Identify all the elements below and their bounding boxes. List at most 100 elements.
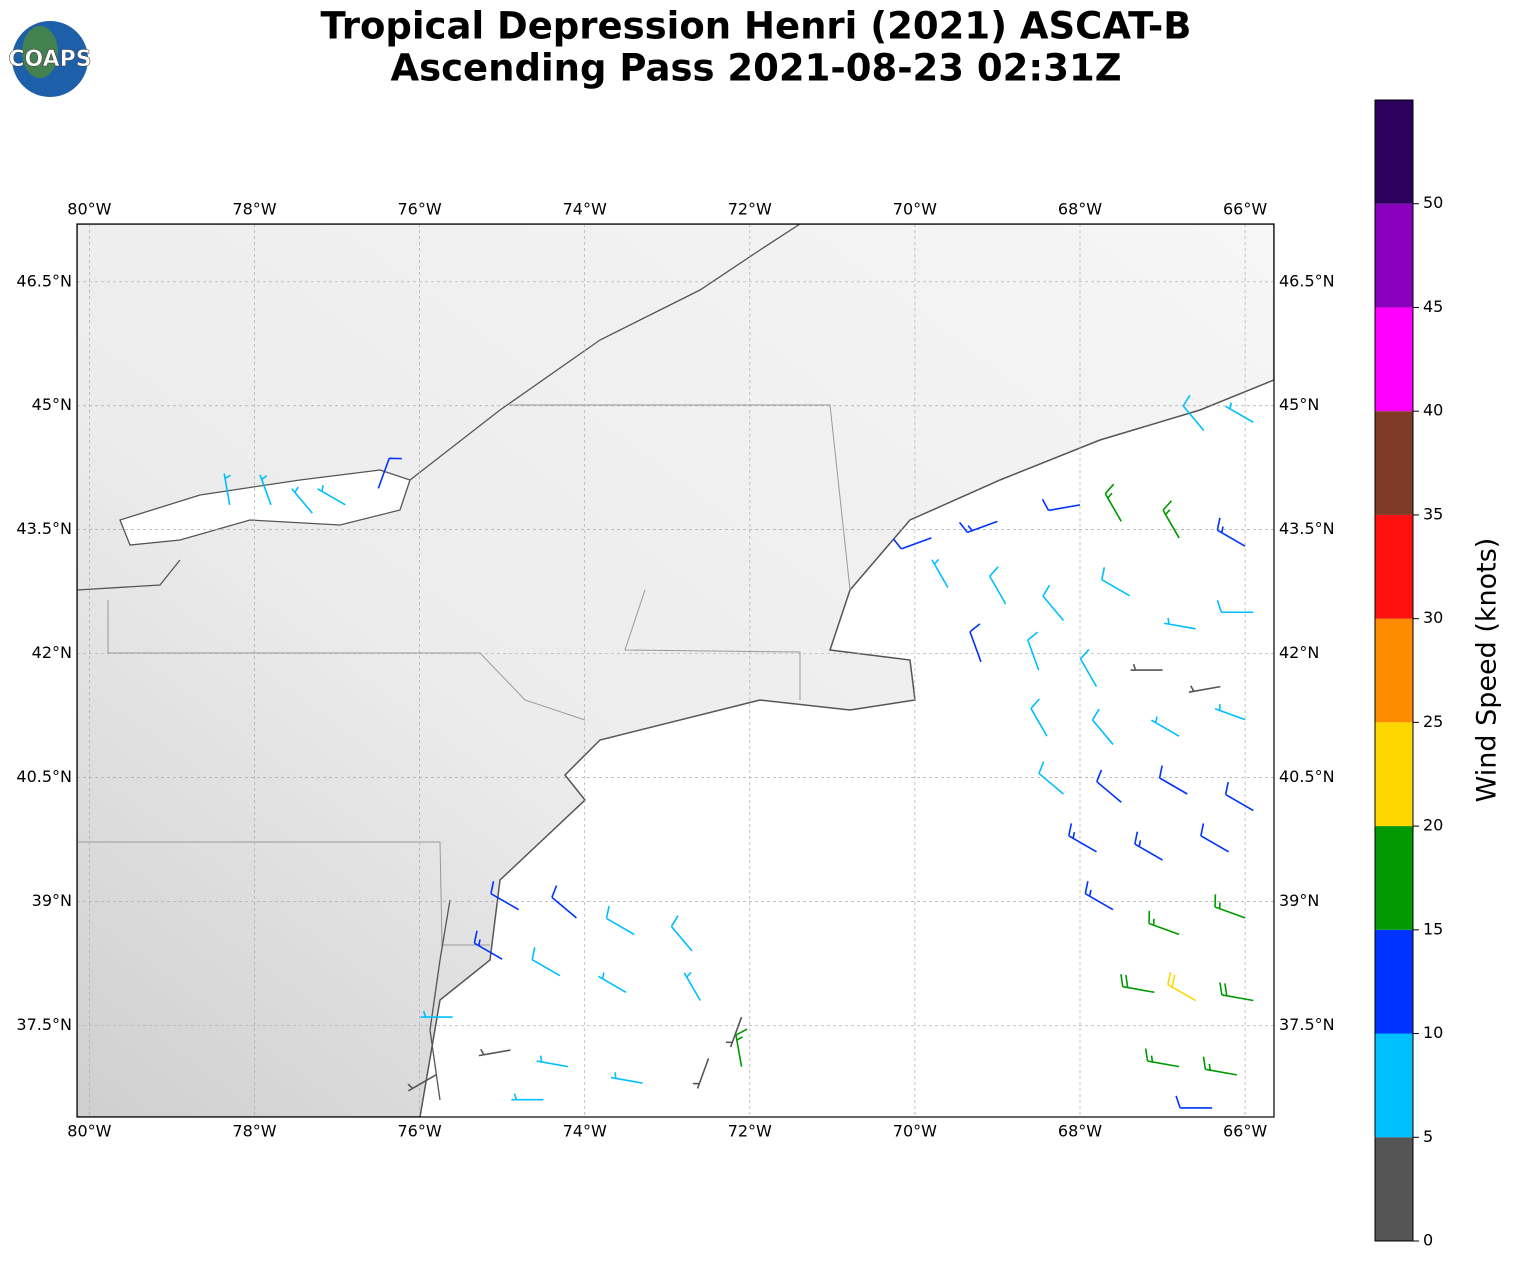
wind-barb — [989, 566, 1007, 605]
colorbar-segment — [1375, 203, 1413, 308]
lat-tick-label: 39°N — [1279, 891, 1319, 910]
colorbar-tick-label: 15 — [1423, 919, 1443, 938]
wind-barb — [1120, 974, 1155, 994]
logo-text: COAPS — [8, 47, 91, 72]
title-line: Tropical Depression Henri (2021) ASCAT-B — [321, 5, 1192, 48]
wind-barb — [670, 915, 693, 952]
lon-tick-label: 68°W — [1058, 200, 1102, 219]
colorbar-tick-label: 25 — [1423, 712, 1443, 731]
colorbar-frame — [1374, 99, 1414, 1242]
wind-barb — [1214, 704, 1246, 721]
lat-tick-label: 46.5°N — [16, 271, 72, 290]
bay — [429, 899, 451, 1101]
lake — [119, 469, 411, 546]
lon-tick-label: 70°W — [893, 200, 937, 219]
lat-tick-label: 45°N — [32, 395, 72, 414]
map-base — [77, 224, 1274, 1117]
colorbar-segment — [1375, 722, 1413, 827]
border — [624, 589, 801, 700]
lat-tick-label: 46.5°N — [1279, 271, 1335, 290]
wind-barb — [605, 905, 635, 936]
wind-barb — [892, 537, 932, 550]
colorbar-segment — [1375, 1137, 1413, 1241]
lon-tick-label: 66°W — [1223, 200, 1267, 219]
wind-barb — [490, 881, 520, 911]
map-frame — [76, 223, 1275, 1118]
wind-barb — [1216, 517, 1246, 547]
colorbar-tick-label: 45 — [1423, 297, 1443, 316]
wind-barb — [1167, 971, 1196, 1002]
wind-barb — [1163, 617, 1196, 630]
wind-barb — [725, 1016, 743, 1048]
wind-barb — [735, 1028, 748, 1067]
colorbar-tick-label: 40 — [1423, 401, 1443, 420]
colorbar-segment — [1375, 618, 1413, 723]
border — [510, 404, 851, 591]
lon-tick-label: 78°W — [232, 200, 276, 219]
lon-tick-label: 80°W — [67, 200, 111, 219]
wind-barb — [511, 1093, 544, 1101]
wind-barb — [420, 1010, 453, 1018]
wind-barb — [1030, 698, 1048, 737]
lon-tick-label: 76°W — [397, 1122, 441, 1141]
lon-tick-label: 72°W — [728, 200, 772, 219]
lat-tick-label: 39°N — [32, 891, 72, 910]
colorbar-tick-label: 30 — [1423, 608, 1443, 627]
lon-tick-label: 72°W — [728, 1122, 772, 1141]
wind-barb — [1158, 765, 1188, 795]
land — [77, 224, 1274, 1117]
colorbar-segment — [1375, 514, 1413, 619]
lon-tick-label: 66°W — [1223, 1122, 1267, 1141]
wind-barb — [1042, 584, 1065, 622]
wind-barb — [1096, 769, 1122, 803]
lat-tick-label: 42°N — [1279, 643, 1319, 662]
colorbar-tick-label: 0 — [1423, 1231, 1433, 1250]
colorbar-tick-label: 20 — [1423, 816, 1443, 835]
wind-barb — [407, 1074, 437, 1092]
lon-tick-label: 76°W — [397, 200, 441, 219]
wind-barb — [1200, 823, 1229, 853]
colorbar-tick-label: 10 — [1423, 1023, 1443, 1042]
wind-barb — [1144, 1048, 1180, 1068]
river — [409, 224, 801, 481]
wind-barb — [291, 486, 313, 514]
colorbar-tick-label: 5 — [1423, 1127, 1433, 1146]
wind-barb — [1188, 685, 1221, 693]
wind-barbs — [223, 394, 1254, 1109]
wind-barb — [1084, 881, 1114, 911]
wind-barb — [1104, 483, 1122, 522]
wind-barb — [1148, 910, 1180, 936]
wind-barb — [1175, 1095, 1213, 1109]
colorbar-label: Wind Speed (knots) — [1472, 538, 1503, 803]
border — [107, 600, 586, 721]
lat-tick-label: 45°N — [1279, 395, 1319, 414]
wind-barb — [1216, 600, 1254, 614]
logo: COAPS — [8, 21, 92, 97]
lake — [77, 559, 181, 591]
wind-barb — [551, 885, 577, 919]
colorbar-segment — [1375, 307, 1413, 412]
wind-barb — [1150, 716, 1180, 737]
wind-barb — [969, 623, 982, 663]
lon-tick-label: 68°W — [1058, 1122, 1102, 1141]
grid: 80°W 80°W 78°W 78°W 76°W 76°W 74°W 74°W 72°W 72°W… — [16, 200, 1334, 1141]
wind-barb — [597, 972, 627, 993]
wind-barb — [1027, 631, 1040, 671]
wind-barb — [531, 947, 561, 977]
title-line: Ascending Pass 2021-08-23 02:31Z — [390, 47, 1121, 90]
wind-barb — [610, 1072, 643, 1084]
colorbar: 0 5 10 15 20 25 30 35 40 45 50 — [1374, 99, 1443, 1250]
lat-tick-label: 40.5°N — [16, 767, 72, 786]
colorbar-segment — [1375, 826, 1413, 930]
wind-barb — [1225, 402, 1254, 423]
lat-tick-label: 43.5°N — [1279, 519, 1335, 538]
wind-barb — [1101, 567, 1130, 597]
wind-barb — [1068, 823, 1097, 853]
wind-barb — [536, 1055, 569, 1068]
lon-tick-label: 74°W — [563, 1122, 607, 1141]
wind-barb — [683, 971, 701, 1001]
lon-tick-label: 74°W — [563, 200, 607, 219]
wind-barb — [958, 520, 998, 534]
wind-barb — [223, 473, 231, 506]
wind-barb — [1162, 500, 1180, 539]
